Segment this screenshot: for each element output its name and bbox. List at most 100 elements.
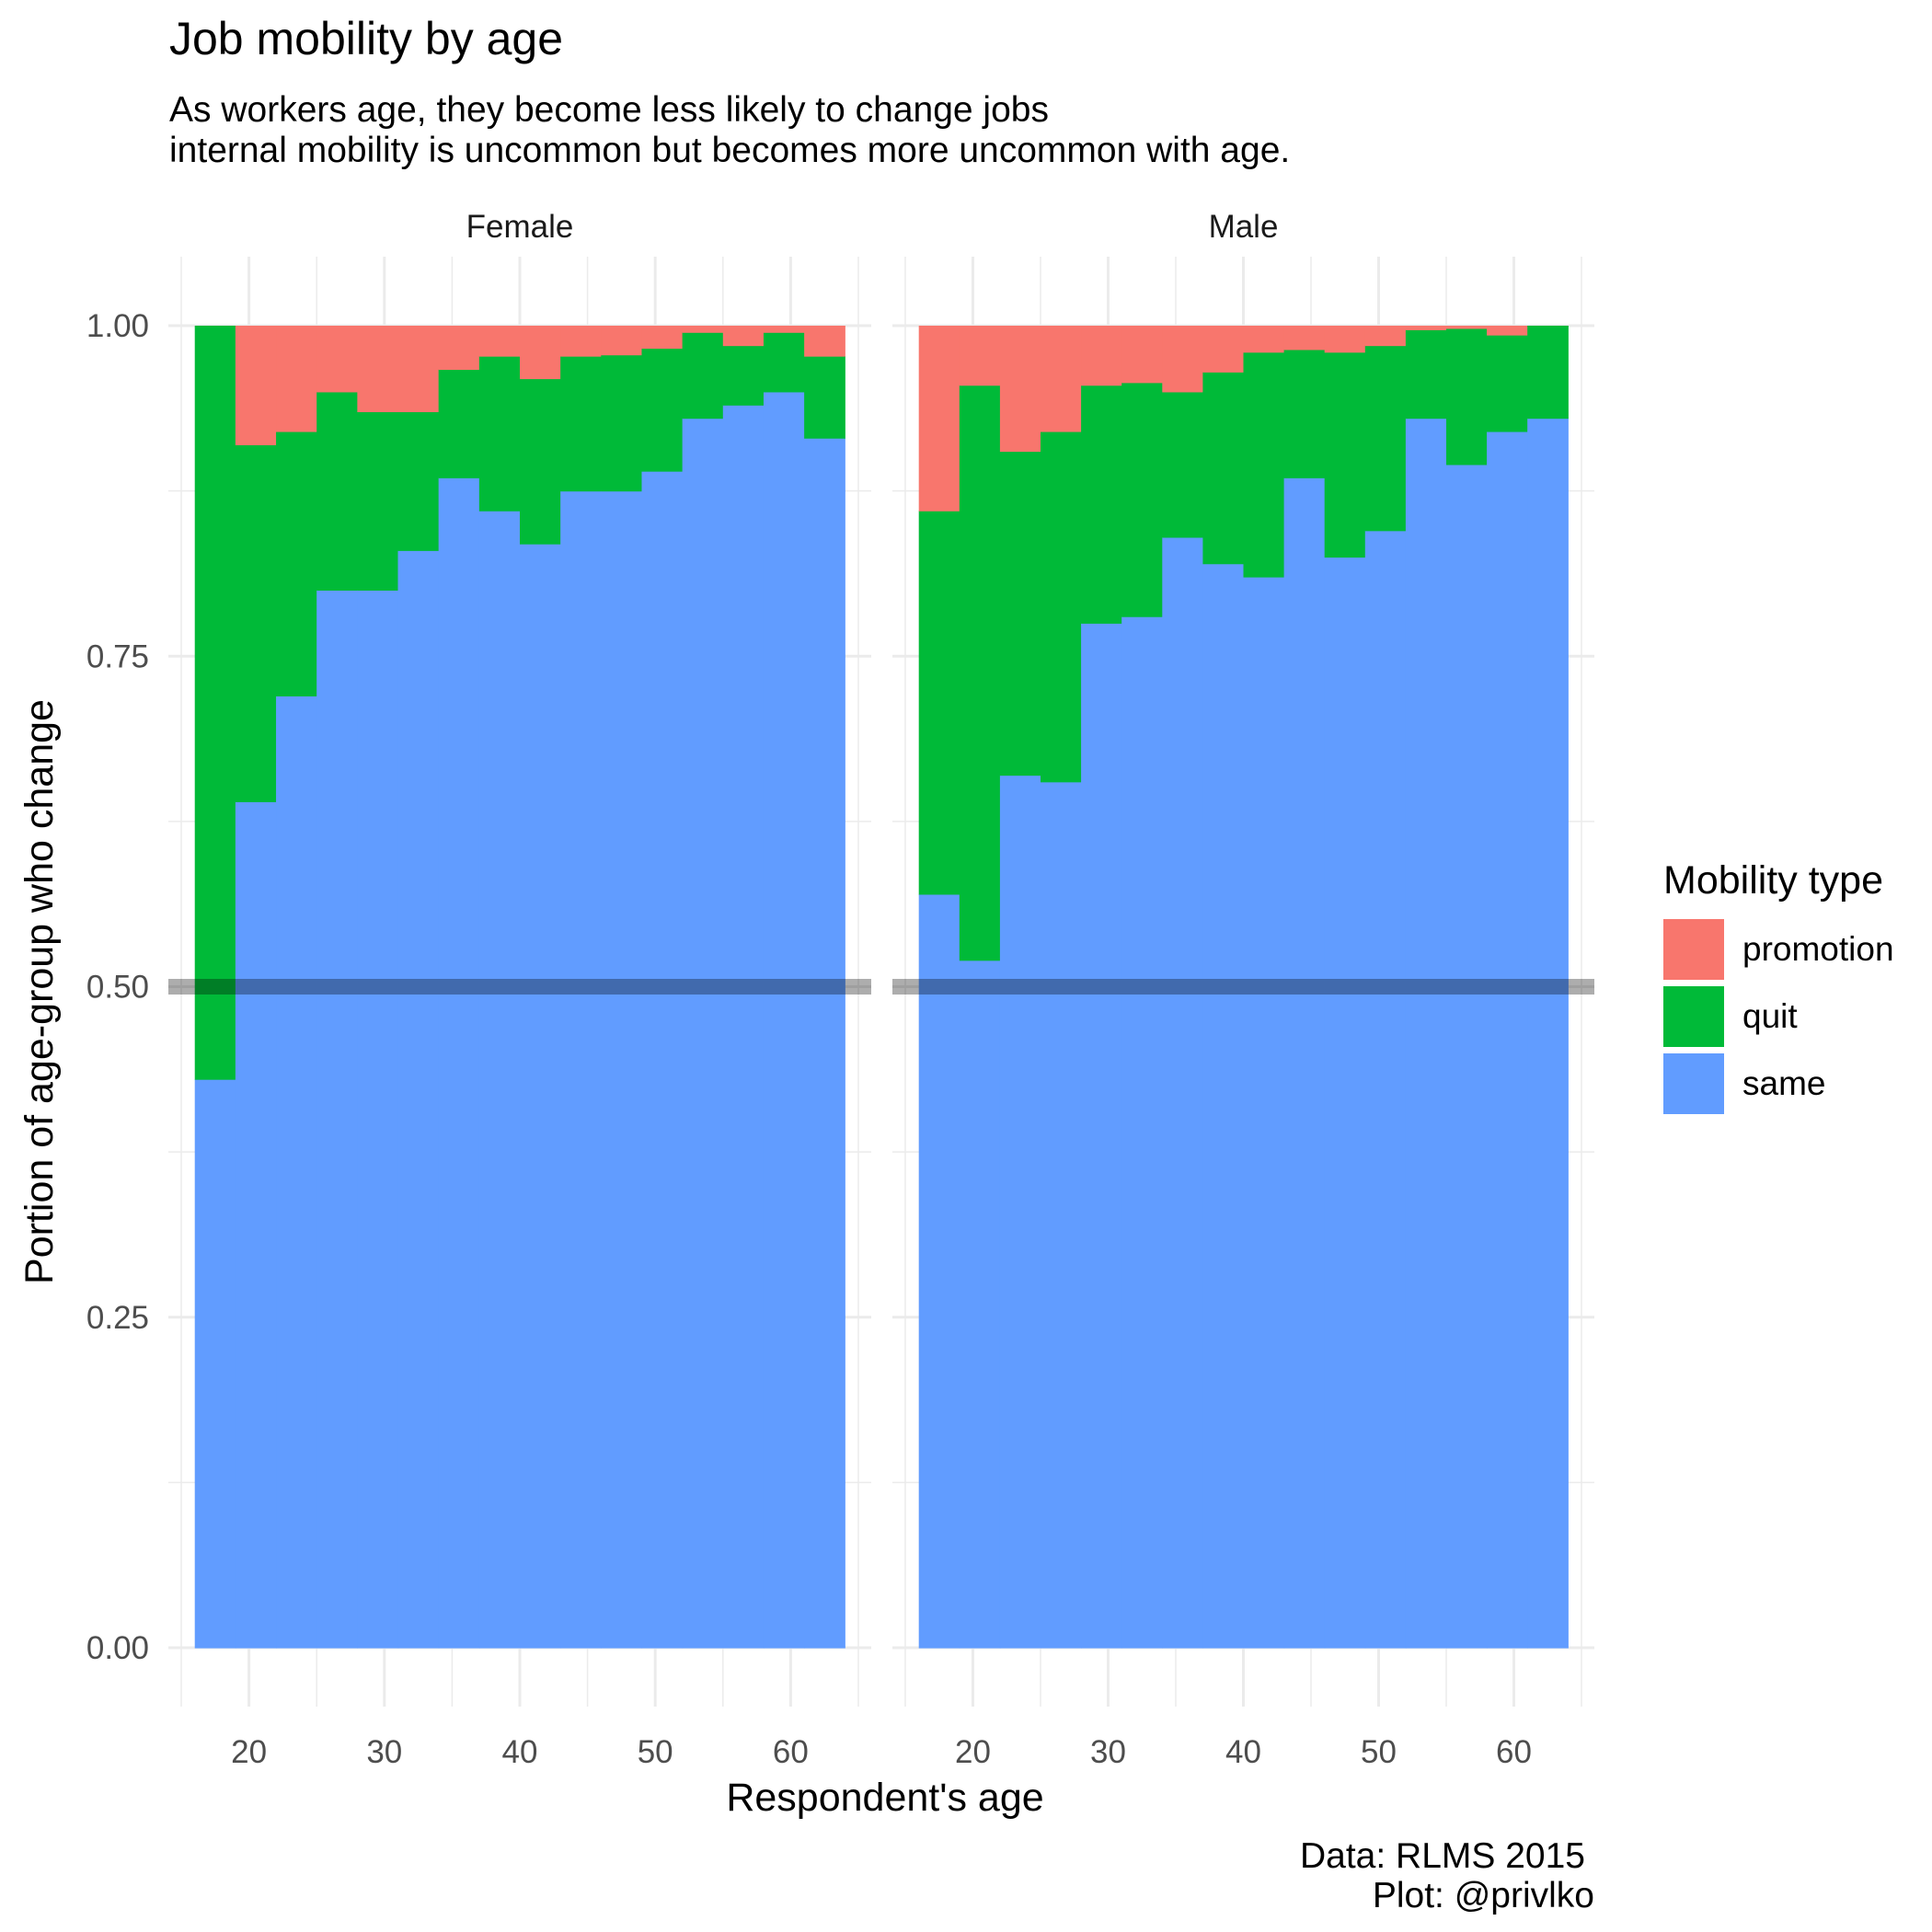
bar-male-promotion-26.5 [1041,326,1082,432]
bar-male-quit-29.5 [1081,385,1122,624]
bar-male-quit-26.5 [1041,431,1082,783]
bar-female-quit-44.5 [560,356,602,492]
panel-male: Male 20 30 40 50 60 [892,209,1594,1770]
bar-female-quit-29.5 [357,411,399,591]
bar-female-promotion-32.5 [397,326,440,413]
bar-female-quit-35.5 [438,369,480,478]
bar-male-same-38.5 [1202,563,1245,1649]
bar-female-quit-59.5 [763,332,805,393]
bar-male-quit-53.5 [1405,329,1447,420]
bar-male-quit-47.5 [1324,351,1366,558]
bar-male-quit-56.5 [1446,328,1488,466]
caption-plot-credit: Plot: @privlko [1373,1876,1594,1915]
bar-female-promotion-35.5 [438,326,480,371]
bar-female-quit-32.5 [397,411,440,551]
bar-female-promotion-41.5 [520,326,561,380]
bar-female-quit-50.5 [641,348,684,472]
bar-female-same-23.5 [276,696,317,1649]
bar-female-quit-26.5 [316,391,358,591]
bar-female-same-29.5 [357,590,399,1649]
bars-male [918,326,1569,1649]
bar-male-quit-41.5 [1243,351,1285,578]
bar-male-promotion-56.5 [1446,326,1488,329]
bar-male-same-50.5 [1364,530,1407,1649]
bar-male-quit-62.5 [1527,326,1569,420]
legend-swatch-promotion [1663,919,1724,980]
bar-male-promotion-35.5 [1162,326,1203,393]
bar-male-same-32.5 [1121,616,1163,1649]
bar-male-quit-38.5 [1202,372,1245,565]
x-tick-label: 30 [1090,1734,1126,1770]
bar-male-promotion-50.5 [1364,326,1407,347]
legend-items: promotion quit same [1663,919,1894,1114]
bar-male-quit-23.5 [999,451,1041,776]
bar-male-same-53.5 [1405,418,1447,1649]
x-tick-label: 30 [366,1734,402,1770]
legend-swatch-same [1663,1053,1724,1114]
legend-label-same: same [1742,1064,1825,1102]
y-tick-label: 1.00 [86,308,149,344]
bar-female-same-47.5 [601,490,643,1649]
x-tick-label: 50 [638,1734,673,1770]
y-tick-label: 0.00 [86,1630,149,1666]
bar-male-same-23.5 [999,775,1041,1649]
x-tick-label: 60 [1496,1734,1532,1770]
y-tick-label: 0.25 [86,1300,149,1336]
bar-female-same-20.5 [235,801,277,1649]
bar-male-same-29.5 [1081,623,1122,1649]
bar-female-promotion-44.5 [560,326,602,357]
chart-subtitle-line-2: internal mobility is uncommon but become… [169,131,1290,170]
bar-female-quit-53.5 [682,332,724,420]
bar-female-same-53.5 [682,418,724,1649]
bar-male-promotion-47.5 [1324,326,1366,353]
bar-female-same-56.5 [722,405,765,1649]
bar-male-same-26.5 [1041,781,1082,1649]
y-tick-label: 0.50 [86,970,149,1006]
x-tick-label: 60 [773,1734,809,1770]
bar-female-promotion-29.5 [357,326,399,413]
bar-male-quit-20.5 [959,385,1001,961]
bar-male-same-56.5 [1446,464,1488,1649]
bar-female-promotion-47.5 [601,326,643,356]
bar-female-same-26.5 [316,590,358,1649]
bar-male-promotion-38.5 [1202,326,1245,373]
bar-female-quit-23.5 [276,431,317,696]
bar-female-quit-56.5 [722,345,765,406]
bar-female-same-41.5 [520,544,561,1649]
legend-label-quit: quit [1742,997,1798,1035]
x-tick-label: 40 [1225,1734,1261,1770]
bar-female-promotion-53.5 [682,326,724,333]
bar-male-same-41.5 [1243,577,1285,1649]
x-tick-label: 20 [955,1734,991,1770]
bar-female-same-59.5 [763,391,805,1649]
bar-female-promotion-56.5 [722,326,765,347]
bar-female-same-32.5 [397,550,440,1649]
bar-male-quit-35.5 [1162,391,1203,538]
x-tick-label: 50 [1361,1734,1397,1770]
chart-title: Job mobility by age [169,13,563,64]
caption-data-source: Data: RLMS 2015 [1300,1836,1585,1876]
x-axis-title: Respondent's age [726,1776,1043,1820]
bar-female-same-44.5 [560,490,602,1649]
bar-female-promotion-59.5 [763,326,805,333]
y-axis-tick-labels: 0.00 0.25 0.50 0.75 1.00 [86,308,149,1666]
bar-male-promotion-20.5 [959,326,1001,386]
bar-female-promotion-26.5 [316,326,358,393]
bar-female-quit-17.5 [194,326,236,1080]
bar-male-same-20.5 [959,960,1001,1649]
bar-male-quit-32.5 [1121,382,1163,617]
x-tick-labels-female: 20 30 40 50 60 [231,1734,809,1770]
facet-label-male: Male [1209,209,1279,245]
facet-label-female: Female [466,209,574,245]
x-tick-label: 20 [231,1734,267,1770]
bar-female-quit-47.5 [601,354,643,492]
x-tick-labels-male: 20 30 40 50 60 [955,1734,1532,1770]
facet-panels: Female 20 30 40 50 60 Male 20 30 40 50 60 [168,209,1594,1770]
panel-female: Female 20 30 40 50 60 [168,209,871,1770]
y-axis-title: Portion of age-group who change [17,699,62,1284]
bar-female-quit-20.5 [235,444,277,802]
bar-male-promotion-17.5 [918,326,960,512]
bar-female-quit-41.5 [520,378,561,545]
bar-female-promotion-62.5 [804,326,845,357]
